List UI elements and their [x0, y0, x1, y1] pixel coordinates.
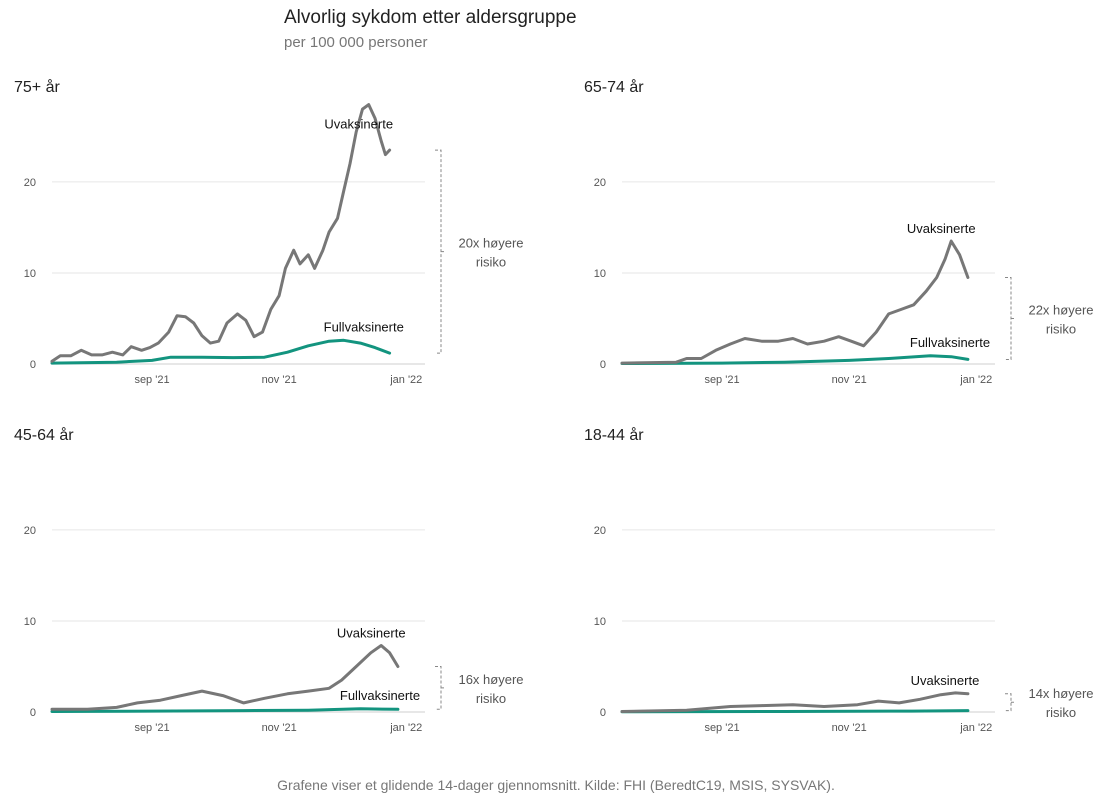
series-line-18-44-unvaccinated: [620, 691, 970, 713]
y-tick-label-65-74-0: 0: [600, 359, 606, 371]
series-label-65-74-unvaccinated: Uvaksinerte: [907, 221, 976, 236]
x-tick-label-18-44-1: nov '21: [832, 722, 867, 734]
x-tick-label-75-2: jan '22: [389, 374, 422, 386]
risk-label-65-74-line2: risiko: [1046, 321, 1076, 336]
series-label-18-44-unvaccinated: Uvaksinerte: [911, 673, 980, 688]
risk-bracket-75: [435, 149, 446, 354]
source-caption: Grafene viser et glidende 14-dager gjenn…: [277, 777, 835, 793]
y-tick-label-18-44-0: 0: [600, 707, 606, 719]
panel-title-18-44: 18-44 år: [584, 427, 644, 444]
x-tick-label-75-1: nov '21: [262, 374, 297, 386]
x-tick-label-45-64-2: jan '22: [389, 722, 422, 734]
y-tick-label-45-64-10: 10: [24, 616, 36, 628]
risk-bracket-45-64: [435, 665, 446, 710]
chart-subtitle: per 100 000 personer: [284, 34, 428, 51]
y-tick-label-75-10: 10: [24, 268, 36, 280]
risk-label-75-line1: 20x høyere: [458, 236, 523, 251]
series-line-45-64-vaccinated: [50, 707, 400, 713]
x-tick-label-75-0: sep '21: [134, 374, 169, 386]
x-tick-label-45-64-0: sep '21: [134, 722, 169, 734]
series-label-75-unvaccinated: Uvaksinerte: [324, 117, 393, 132]
x-tick-label-18-44-0: sep '21: [704, 722, 739, 734]
series-label-65-74-vaccinated: Fullvaksinerte: [910, 335, 990, 350]
risk-bracket-65-74: [1005, 277, 1016, 360]
series-line-65-74-unvaccinated: [620, 239, 970, 365]
series-label-45-64-vaccinated: Fullvaksinerte: [340, 688, 420, 703]
series-line-75-vaccinated: [50, 338, 392, 365]
x-tick-label-45-64-1: nov '21: [262, 722, 297, 734]
series-label-45-64-unvaccinated: Uvaksinerte: [337, 626, 406, 641]
risk-label-45-64-line2: risiko: [476, 691, 506, 706]
y-tick-label-18-44-10: 10: [594, 616, 606, 628]
y-tick-label-75-0: 0: [30, 359, 36, 371]
series-line-75-unvaccinated: [50, 103, 392, 363]
risk-label-65-74-line1: 22x høyere: [1028, 302, 1093, 317]
series-line-65-74-vaccinated: [620, 354, 970, 365]
panel-title-75: 75+ år: [14, 79, 60, 96]
risk-label-45-64-line1: 16x høyere: [458, 672, 523, 687]
chart-title: Alvorlig sykdom etter aldersgruppe: [284, 7, 577, 28]
x-tick-label-65-74-2: jan '22: [959, 374, 992, 386]
panel-title-65-74: 65-74 år: [584, 79, 644, 96]
y-tick-label-65-74-10: 10: [594, 268, 606, 280]
y-tick-label-18-44-20: 20: [594, 525, 606, 537]
y-tick-label-75-20: 20: [24, 177, 36, 189]
series-line-18-44-vaccinated: [620, 709, 970, 714]
series-label-75-vaccinated: Fullvaksinerte: [324, 319, 404, 334]
risk-label-75-line2: risiko: [476, 255, 506, 270]
panel-title-45-64: 45-64 år: [14, 427, 74, 444]
y-tick-label-65-74-20: 20: [594, 177, 606, 189]
risk-label-18-44-line1: 14x høyere: [1028, 686, 1093, 701]
y-tick-label-45-64-0: 0: [30, 707, 36, 719]
y-tick-label-45-64-20: 20: [24, 525, 36, 537]
series-line-45-64-unvaccinated: [50, 644, 400, 711]
risk-label-18-44-line2: risiko: [1046, 705, 1076, 720]
x-tick-label-65-74-1: nov '21: [832, 374, 867, 386]
x-tick-label-18-44-2: jan '22: [959, 722, 992, 734]
risk-bracket-18-44: [1005, 693, 1016, 712]
x-tick-label-65-74-0: sep '21: [704, 374, 739, 386]
